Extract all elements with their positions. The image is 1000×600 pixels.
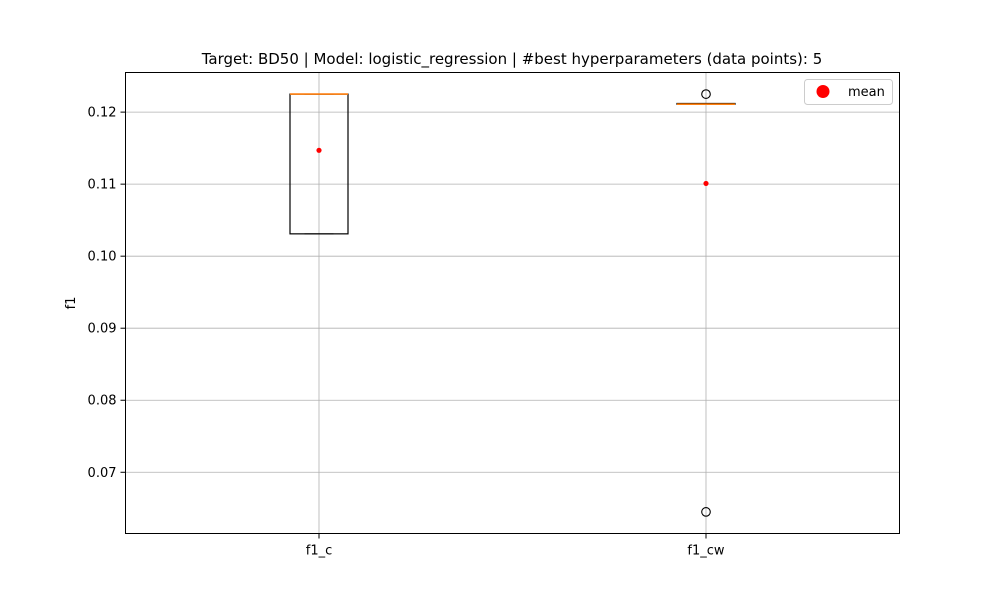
- y-tick-label: 0.08: [88, 394, 117, 409]
- chart-title: Target: BD50 | Model: logistic_regressio…: [201, 50, 823, 69]
- mean-marker: [316, 147, 322, 153]
- legend-frame: [804, 79, 893, 105]
- legend-mean-marker: [816, 85, 830, 98]
- grid-layer: [125, 72, 900, 534]
- box-f1_cw: [676, 89, 736, 517]
- legend: mean: [804, 79, 893, 105]
- plot-frame: [125, 72, 900, 534]
- box-f1_c: [289, 93, 349, 235]
- y-tick-label: 0.10: [88, 250, 117, 265]
- y-tick-label: 0.09: [88, 322, 117, 337]
- legend-mean-label: mean: [848, 85, 885, 100]
- y-tick-label: 0.12: [88, 106, 117, 121]
- mean-marker: [703, 180, 709, 187]
- y-tick-label: 0.07: [88, 466, 117, 481]
- y-tick-label: 0.11: [88, 178, 117, 193]
- axis-layer: 0.07 0.08 0.09 0.10 0.11 0.12 f1_c f1_cw: [88, 106, 725, 559]
- x-tick-label: f1_c: [306, 544, 333, 559]
- outlier-point: [701, 89, 711, 99]
- x-tick-label: f1_cw: [687, 544, 724, 559]
- box-layer: [289, 89, 736, 517]
- y-axis-label: f1: [64, 297, 79, 310]
- outlier-point: [701, 507, 711, 517]
